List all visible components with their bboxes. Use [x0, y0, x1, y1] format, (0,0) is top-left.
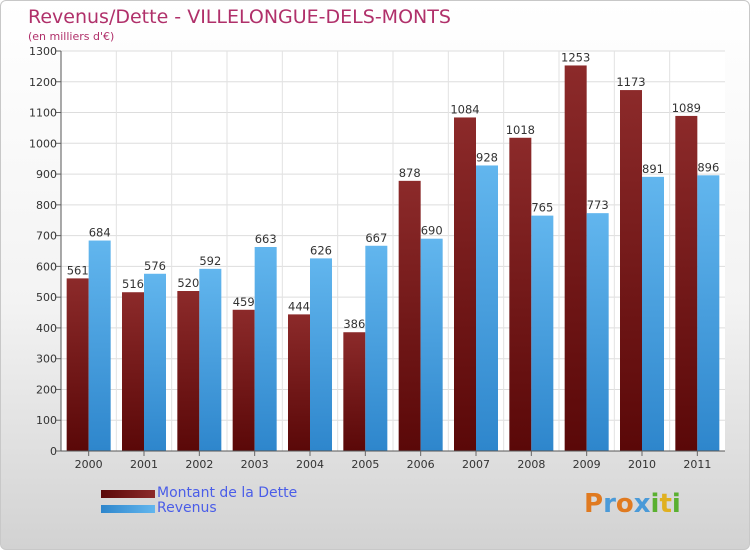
legend-swatch-revenue	[101, 504, 155, 513]
x-tick-label: 2000	[75, 458, 103, 471]
bar-revenue	[199, 268, 222, 451]
x-tick-label: 2006	[407, 458, 435, 471]
logo-letter: x	[633, 489, 651, 519]
data-label-revenue: 663	[255, 232, 277, 246]
data-label-debt: 878	[399, 166, 421, 180]
chart-title: Revenus/Dette - VILLELONGUE-DELS-MONTS	[28, 6, 451, 28]
chart-legend: Montant de la Dette Revenus	[101, 486, 297, 516]
chart-subtitle: (en milliers d'€)	[28, 30, 115, 43]
bar-revenue	[365, 245, 388, 451]
bar-revenue	[531, 215, 554, 451]
data-label-revenue: 690	[421, 224, 443, 238]
bar-debt	[454, 117, 476, 451]
data-label-debt: 516	[122, 277, 144, 291]
data-label-debt: 444	[288, 299, 310, 313]
bar-revenue	[310, 258, 332, 451]
data-label-revenue: 896	[697, 160, 719, 174]
data-label-revenue: 891	[642, 162, 664, 176]
y-tick-label: 700	[36, 230, 57, 243]
bar-debt	[232, 309, 255, 451]
proxiti-logo: Proxiti	[584, 489, 681, 519]
legend-item-revenue: Revenus	[101, 501, 297, 516]
x-tick-label: 2008	[517, 458, 545, 471]
bar-debt	[66, 278, 89, 451]
y-tick-label: 1200	[29, 76, 57, 89]
y-tick-label: 1300	[29, 45, 57, 58]
data-label-debt: 1253	[561, 50, 590, 64]
data-label-debt: 561	[67, 263, 89, 277]
x-tick-label: 2001	[130, 458, 158, 471]
legend-swatch-debt	[101, 489, 155, 498]
logo-letter: o	[615, 489, 634, 519]
y-tick-label: 600	[36, 260, 57, 273]
data-label-debt: 1084	[450, 102, 479, 116]
y-tick-label: 0	[50, 445, 57, 458]
bar-revenue	[420, 238, 443, 451]
logo-letter: i	[650, 489, 660, 519]
bar-debt	[675, 115, 698, 451]
bar-revenue	[144, 273, 166, 451]
data-label-debt: 1089	[672, 101, 701, 115]
y-tick-label: 900	[36, 168, 57, 181]
y-tick-label: 200	[36, 383, 57, 396]
data-label-debt: 1173	[616, 75, 645, 89]
x-tick-label: 2002	[185, 458, 213, 471]
data-label-revenue: 773	[587, 198, 609, 212]
data-label-debt: 1018	[506, 123, 535, 137]
data-label-revenue: 592	[199, 254, 221, 268]
y-tick-label: 500	[36, 291, 57, 304]
data-label-revenue: 684	[89, 226, 111, 240]
x-tick-label: 2007	[462, 458, 490, 471]
x-tick-label: 2010	[628, 458, 656, 471]
bar-revenue	[88, 240, 111, 451]
bar-debt	[398, 180, 421, 451]
bar-debt	[288, 314, 310, 451]
x-tick-label: 2009	[573, 458, 601, 471]
bar-debt	[620, 90, 642, 452]
data-label-revenue: 928	[476, 150, 498, 164]
data-label-revenue: 626	[310, 243, 332, 257]
legend-label-debt: Montant de la Dette	[157, 485, 298, 501]
y-tick-label: 400	[36, 322, 57, 335]
bar-revenue	[697, 175, 720, 452]
y-tick-label: 1000	[29, 137, 57, 150]
y-tick-label: 800	[36, 199, 57, 212]
y-tick-label: 300	[36, 353, 57, 366]
bar-debt	[177, 291, 200, 451]
bar-revenue	[586, 213, 609, 451]
bar-debt	[564, 65, 587, 451]
y-tick-label: 100	[36, 414, 57, 427]
x-tick-label: 2003	[241, 458, 269, 471]
bar-debt	[509, 137, 532, 451]
legend-label-revenue: Revenus	[157, 500, 217, 516]
bar-revenue	[476, 165, 498, 451]
legend-item-debt: Montant de la Dette	[101, 486, 297, 501]
x-tick-label: 2005	[351, 458, 379, 471]
logo-letter: t	[659, 489, 672, 519]
bar-revenue	[642, 176, 664, 451]
logo-letter: P	[584, 489, 604, 519]
y-tick-label: 1100	[29, 107, 57, 120]
x-tick-label: 2011	[683, 458, 711, 471]
data-label-debt: 520	[177, 276, 199, 290]
x-tick-label: 2004	[296, 458, 324, 471]
data-label-revenue: 667	[365, 231, 387, 245]
bar-revenue	[254, 247, 277, 451]
bar-debt	[343, 332, 366, 451]
data-label-revenue: 576	[144, 259, 166, 273]
logo-letter: r	[603, 489, 616, 519]
logo-letter: i	[671, 489, 681, 519]
data-label-debt: 386	[343, 317, 365, 331]
data-label-debt: 459	[233, 295, 255, 309]
data-label-revenue: 765	[531, 201, 553, 215]
bar-debt	[122, 292, 144, 451]
